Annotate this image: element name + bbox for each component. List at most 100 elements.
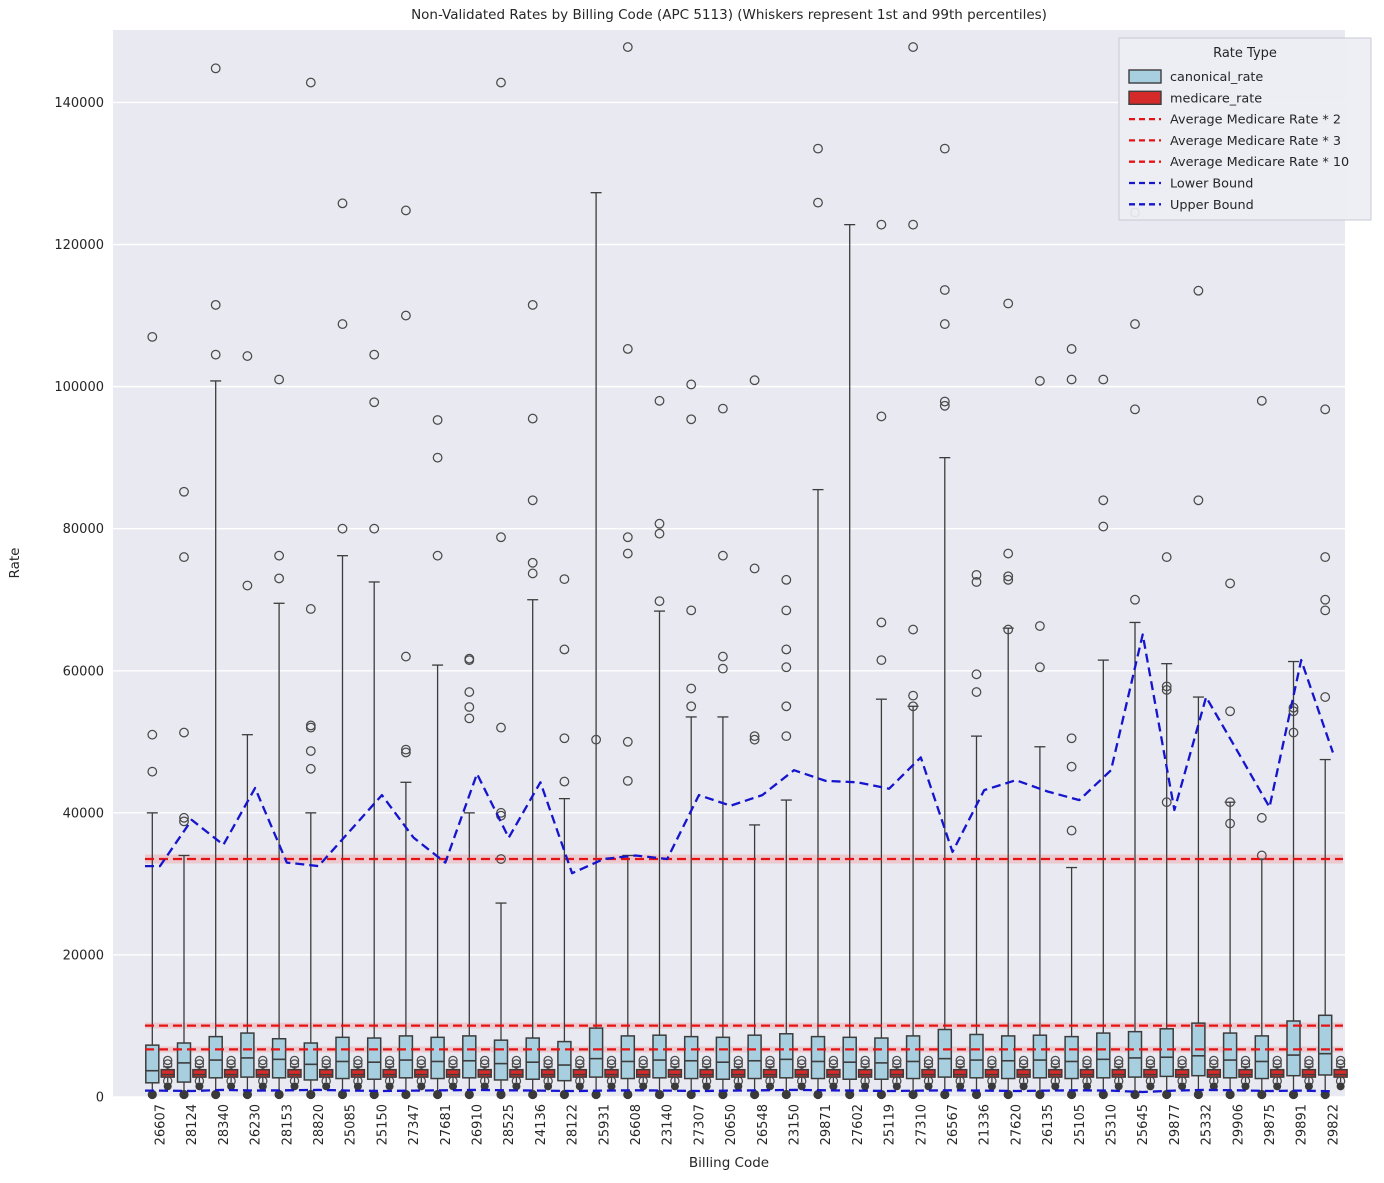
medicare-box: [477, 1068, 492, 1078]
low-outlier-cluster: [1146, 1082, 1155, 1091]
canonical-box: [462, 1035, 477, 1079]
low-outlier-cluster: [1098, 1089, 1108, 1100]
outlier-point: [654, 395, 665, 406]
legend-item-label: medicare_rate: [1170, 91, 1262, 106]
reference-band: [145, 1022, 1343, 1029]
medicare-box: [794, 1068, 809, 1078]
low-outlier-cluster: [322, 1082, 331, 1091]
x-tick-label: 25119: [883, 1104, 898, 1145]
x-tick-label: 28124: [185, 1104, 200, 1145]
canonical-box: [335, 1036, 350, 1080]
outlier-point: [1288, 702, 1299, 713]
medicare-box: [1269, 1068, 1285, 1078]
low-outlier-cluster: [464, 1089, 474, 1100]
lower-bound-line: [145, 1088, 1333, 1094]
outlier-point: [686, 683, 697, 694]
outlier-point: [448, 1059, 458, 1069]
outlier-point: [686, 414, 697, 425]
outlier-point: [305, 763, 316, 774]
outlier-point: [432, 415, 443, 425]
outlier-point: [1066, 761, 1077, 772]
outlier-point: [1003, 298, 1014, 309]
x-axis-label: Billing Code: [689, 1155, 769, 1171]
outlier-point: [1304, 1059, 1314, 1069]
outlier-point: [1193, 285, 1204, 296]
outlier-point: [369, 397, 380, 408]
outlier-point: [860, 1059, 870, 1069]
outlier-point: [939, 319, 950, 330]
outlier-point: [971, 577, 982, 587]
outlier-point: [194, 1055, 205, 1066]
canonical-box: [1222, 1032, 1238, 1079]
x-tick-label: 25150: [375, 1104, 390, 1145]
outlier-point: [179, 552, 189, 563]
outlier-point: [1034, 662, 1045, 673]
outlier-point: [1256, 395, 1267, 406]
outlier-point: [1066, 374, 1077, 385]
outlier-point: [1018, 1055, 1029, 1066]
canonical-box: [1317, 1014, 1333, 1076]
low-outlier-cluster: [861, 1082, 870, 1091]
outlier-point: [479, 1059, 490, 1069]
outlier-point: [1161, 552, 1172, 563]
outlier-point: [1145, 1055, 1156, 1066]
outlier-point: [1209, 1059, 1219, 1069]
medicare-box: [572, 1068, 588, 1078]
outlier-point: [908, 690, 919, 701]
medicare-box: [1238, 1068, 1253, 1078]
canonical-box: [715, 1036, 731, 1080]
low-outlier-cluster: [179, 1089, 189, 1100]
low-outlier-cluster: [544, 1082, 553, 1091]
low-outlier-cluster: [892, 1082, 901, 1091]
upper-bound-line: [145, 633, 1334, 875]
outlier-point: [622, 548, 633, 559]
outlier-point: [1003, 574, 1014, 585]
x-tick-label: 26910: [471, 1104, 486, 1145]
x-tick-label: 29875: [1263, 1104, 1278, 1145]
low-outlier-cluster: [718, 1089, 728, 1100]
y-tick-label: 120000: [54, 238, 104, 253]
outlier-point: [606, 1059, 617, 1069]
low-outlier-cluster: [528, 1089, 538, 1100]
medicare-box: [826, 1068, 841, 1078]
canonical-box: [779, 1033, 794, 1079]
outlier-point: [1320, 605, 1331, 616]
medicare-box: [1333, 1068, 1348, 1078]
low-outlier-cluster: [290, 1082, 299, 1091]
outlier-point: [210, 349, 221, 360]
outlier-point: [400, 205, 411, 216]
outlier-point: [860, 1055, 870, 1066]
outlier-point: [908, 219, 919, 230]
low-outlier-cluster: [797, 1082, 806, 1091]
low-outlier-cluster: [369, 1089, 379, 1100]
low-outlier-cluster: [924, 1082, 933, 1091]
outlier-point: [622, 736, 633, 747]
low-outlier-cluster: [559, 1089, 570, 1100]
outlier-point: [1003, 548, 1014, 559]
outlier-point: [1145, 1059, 1156, 1069]
low-outlier-cluster: [417, 1082, 426, 1091]
low-outlier-cluster: [211, 1089, 221, 1100]
low-outlier-cluster: [1193, 1089, 1203, 1100]
outlier-point: [638, 1055, 648, 1066]
reference-band: [145, 854, 1343, 864]
outlier-point: [575, 1059, 585, 1069]
outlier-point: [892, 1055, 902, 1066]
outlier-point: [1066, 344, 1077, 354]
outlier-point: [147, 729, 158, 740]
outlier-point: [1209, 1055, 1219, 1066]
medicare-box: [762, 1068, 778, 1078]
outlier-point: [908, 42, 919, 52]
x-tick-label: 20650: [724, 1104, 739, 1145]
outlier-point: [796, 1059, 807, 1069]
outlier-point: [179, 486, 189, 497]
medicare-box: [414, 1068, 429, 1078]
outlier-point: [527, 413, 538, 424]
outlier-point: [1177, 1055, 1187, 1066]
outlier-point: [796, 1055, 807, 1066]
x-tick-label: 27602: [851, 1104, 866, 1145]
low-outlier-cluster: [1273, 1082, 1282, 1091]
outlier-point: [511, 1055, 522, 1066]
outlier-point: [353, 1055, 363, 1066]
low-outlier-cluster: [654, 1089, 665, 1100]
